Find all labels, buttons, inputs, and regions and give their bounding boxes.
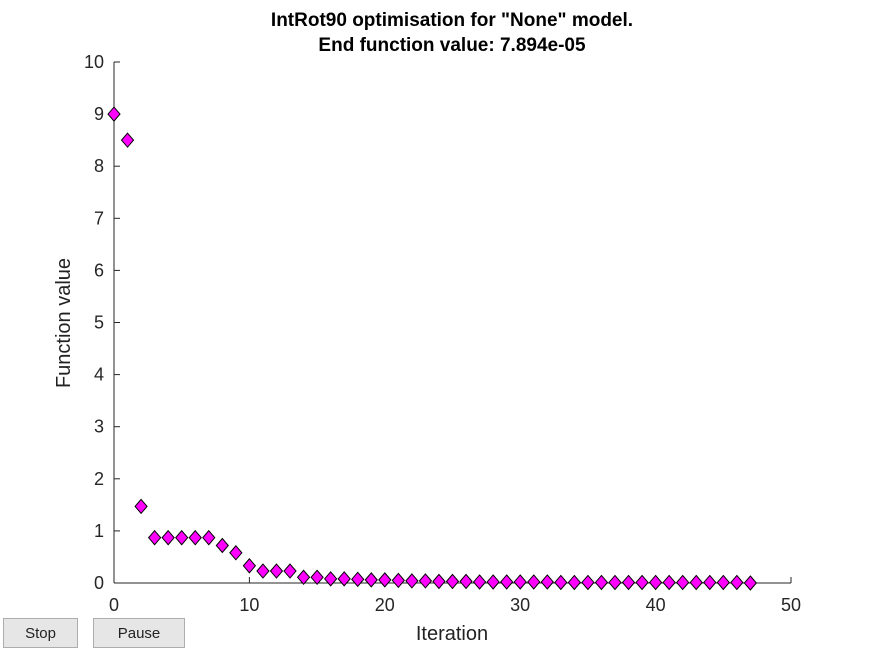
data-point-marker (689, 574, 703, 591)
data-point-marker (472, 574, 487, 590)
data-point-marker (378, 572, 392, 588)
data-point-marker (215, 537, 229, 554)
x-tick-label: 30 (510, 595, 530, 615)
data-point-marker (256, 563, 270, 579)
x-tick-label: 10 (239, 595, 259, 615)
data-point-marker (513, 574, 527, 590)
data-point-marker (608, 574, 622, 591)
data-point-marker (594, 574, 609, 591)
data-point-marker (418, 573, 433, 589)
x-tick-label: 50 (781, 595, 801, 615)
y-tick-label: 9 (94, 104, 104, 124)
y-tick-label: 2 (94, 469, 104, 489)
data-point-marker (283, 563, 297, 579)
data-point-marker (147, 529, 162, 546)
data-points (107, 106, 758, 591)
data-point-marker (703, 574, 717, 591)
chart-subtitle: End function value: 7.894e-05 (318, 35, 586, 56)
y-tick-label: 1 (94, 521, 104, 541)
data-point-marker (242, 558, 257, 574)
y-axis-label: Function value (53, 258, 75, 388)
y-tick-label: 5 (94, 313, 104, 333)
data-point-marker (621, 574, 636, 591)
y-tick-label: 10 (84, 52, 104, 72)
data-point-marker (337, 571, 351, 587)
data-point-marker (310, 569, 324, 586)
y-tick-label: 8 (94, 156, 104, 176)
data-point-marker (635, 574, 649, 591)
x-tick-label: 20 (375, 595, 395, 615)
y-tick-label: 4 (94, 365, 104, 385)
y-tick-label: 6 (94, 260, 104, 280)
x-tick-label: 0 (109, 595, 119, 615)
data-point-marker (581, 574, 595, 591)
data-point-marker (432, 573, 446, 590)
data-point-marker (175, 529, 189, 546)
data-point-marker (405, 573, 419, 589)
x-tick-label: 40 (646, 595, 666, 615)
stop-button[interactable]: Stop (3, 618, 78, 648)
data-point-marker (567, 574, 582, 591)
data-point-marker (445, 573, 460, 590)
data-point-marker (486, 574, 500, 590)
data-point-marker (716, 574, 730, 591)
data-point-marker (391, 572, 405, 589)
data-point-marker (540, 574, 554, 590)
axes (113, 61, 792, 584)
data-point-marker (743, 575, 758, 591)
tick-labels: 0 10 20 30 40 50 0 1 2 3 4 5 6 7 8 9 10 (84, 52, 801, 615)
data-point-marker (120, 132, 135, 148)
data-point-marker (269, 563, 284, 579)
data-point-marker (364, 572, 378, 588)
data-point-marker (500, 574, 514, 590)
data-point-marker (527, 574, 541, 590)
data-point-marker (229, 545, 243, 561)
data-point-marker (323, 571, 338, 587)
pause-button[interactable]: Pause (93, 618, 185, 648)
data-point-marker (188, 529, 202, 546)
y-tick-label: 3 (94, 417, 104, 437)
data-point-marker (554, 574, 568, 591)
data-point-marker (459, 573, 473, 590)
x-axis-label: Iteration (416, 623, 488, 645)
y-tick-label: 0 (94, 573, 104, 593)
data-point-marker (134, 498, 148, 515)
data-point-marker (161, 529, 175, 546)
chart-title: IntRot90 optimisation for "None" model. (271, 10, 633, 31)
data-point-marker (202, 529, 216, 546)
data-point-marker (351, 571, 365, 588)
data-point-marker (296, 569, 311, 586)
data-point-marker (730, 574, 744, 591)
y-tick-label: 7 (94, 208, 104, 228)
data-point-marker (676, 574, 690, 591)
data-point-marker (662, 574, 676, 591)
data-point-marker (107, 106, 121, 122)
data-point-marker (648, 574, 663, 591)
